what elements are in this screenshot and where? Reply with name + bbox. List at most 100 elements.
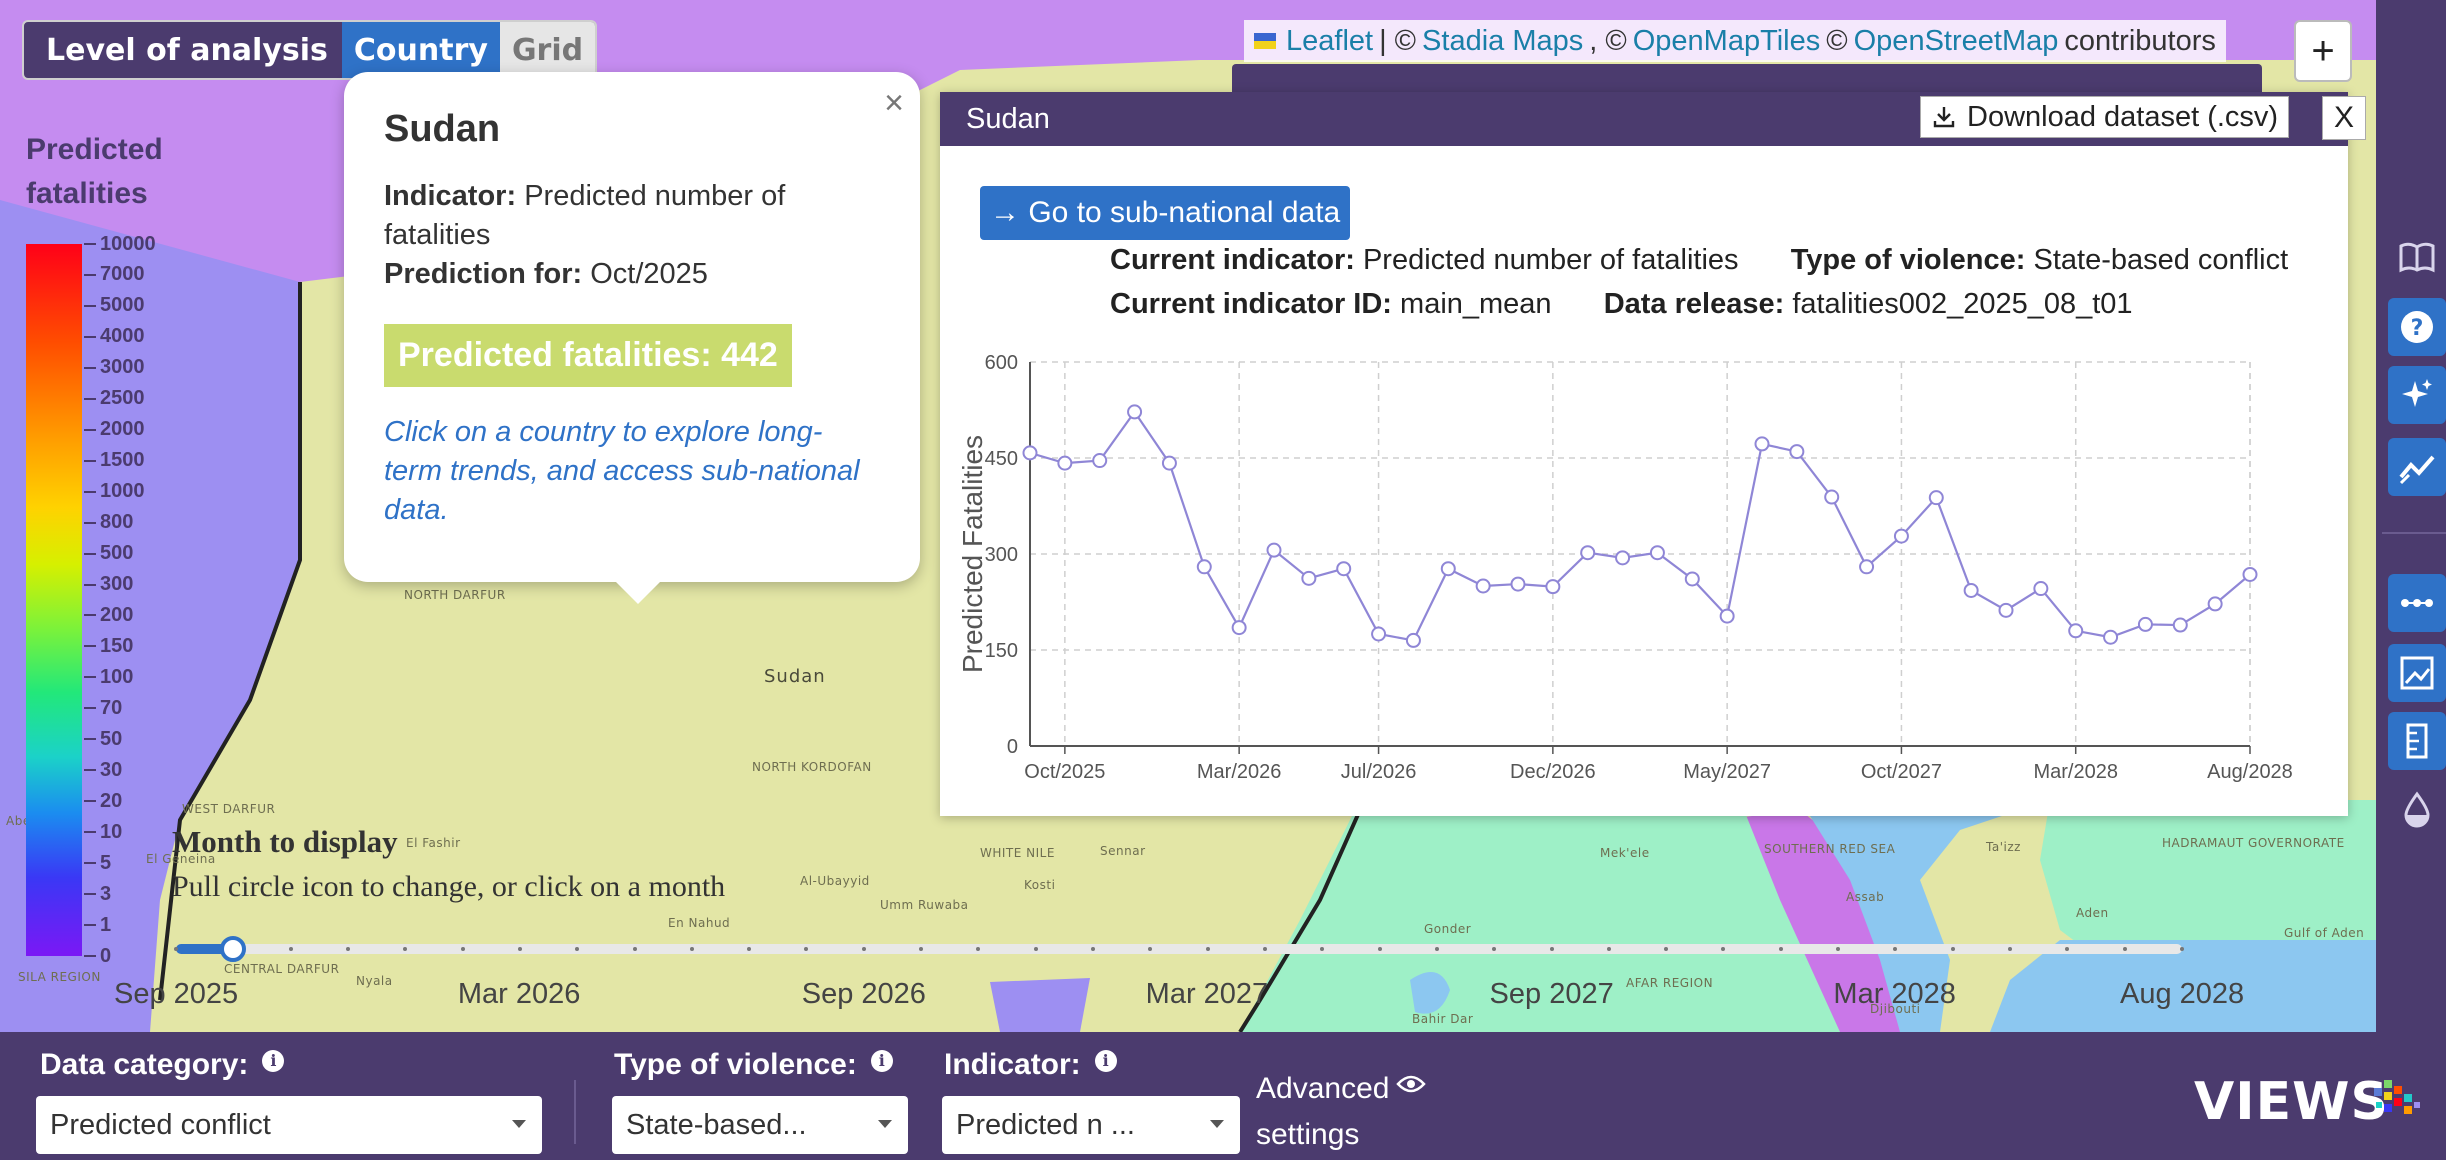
timeline-month-dot[interactable] (1377, 947, 1382, 951)
info-icon[interactable]: i (262, 1050, 285, 1072)
timeline-month-dot[interactable] (2065, 947, 2070, 951)
popup-indicator-row: Indicator: Predicted number of fatalitie… (384, 177, 880, 255)
timeline-month-label[interactable]: Sep 2027 (1489, 978, 1614, 1010)
timeline-month-dot[interactable] (517, 947, 522, 951)
timeline-month-dot[interactable] (345, 947, 350, 951)
timeline-month-label[interactable]: Mar 2027 (1145, 978, 1269, 1010)
legend-tick: 30 (84, 759, 122, 781)
legend-tick: 70 (84, 697, 122, 719)
timeline-month-dot[interactable] (804, 947, 809, 951)
zoom-in-button[interactable]: + (2294, 20, 2352, 82)
ruler-icon[interactable] (2388, 712, 2446, 770)
timeline-month-label[interactable]: Aug 2028 (2120, 978, 2245, 1010)
sparkle-icon[interactable] (2388, 366, 2446, 424)
timeline-month-dot[interactable] (1778, 947, 1783, 951)
legend-tick: 20 (84, 790, 122, 812)
level-grid-button[interactable]: Grid (499, 22, 596, 78)
timeline-month-dot[interactable] (1205, 947, 1210, 951)
indicator-select[interactable]: Predicted n ... (942, 1096, 1240, 1154)
openstreetmap-link[interactable]: OpenStreetMap (1853, 24, 2059, 57)
timeline-track-fill (176, 944, 234, 954)
region-gulf-aden (1990, 940, 2376, 1032)
timeline-month-label[interactable]: Sep 2025 (114, 978, 239, 1010)
timeline-month-label[interactable]: Mar 2026 (457, 978, 581, 1010)
chart-data-point (1859, 559, 1875, 575)
image-chart-icon[interactable] (2388, 644, 2446, 702)
info-icon[interactable]: i (870, 1050, 893, 1072)
timeline-month-label[interactable]: Sep 2026 (801, 978, 926, 1010)
chart-data-point (1510, 576, 1526, 592)
timeline-month-dot[interactable] (976, 947, 981, 951)
timeline-month-dot[interactable] (689, 947, 694, 951)
timeline-month-dot[interactable] (1262, 947, 1267, 951)
timeline-month-dot[interactable] (632, 947, 637, 951)
timeline-month-dot[interactable] (1492, 947, 1497, 951)
map-label-sudan: Sudan (764, 666, 826, 687)
timeline-month-dot[interactable] (174, 947, 178, 951)
timeline-month-dot[interactable] (2122, 947, 2127, 951)
go-to-subnational-button[interactable]: → Go to sub-national data (980, 186, 1351, 240)
popup-close-button[interactable]: × (884, 84, 904, 122)
info-icon[interactable]: i (1094, 1050, 1117, 1072)
chart-x-tick-label: Oct/2027 (1861, 761, 1942, 783)
type-of-violence-select[interactable]: State-based... (612, 1096, 908, 1154)
timeline-month-dot[interactable] (2180, 947, 2184, 951)
help-icon[interactable]: ? (2388, 298, 2446, 356)
download-dataset-button[interactable]: Download dataset (.csv) (1920, 96, 2290, 138)
timeline-month-dot[interactable] (1091, 947, 1096, 951)
chart-y-tick-label: 300 (985, 544, 1018, 566)
violence-label-group: Type of violence: i (614, 1048, 893, 1082)
map-label-abe: Abé (6, 814, 31, 828)
timeline-month-label[interactable]: Mar 2028 (1833, 978, 1956, 1010)
map-label-bahir-dar: Bahir Dar (1412, 1012, 1474, 1026)
timeline-month-dot[interactable] (1950, 947, 1955, 951)
legend-tick: 50 (84, 728, 122, 750)
timeline-month-dot[interactable] (919, 947, 924, 951)
chart-data-point (1998, 602, 2014, 618)
timeline-month-dot[interactable] (1893, 947, 1898, 951)
timeline-month-dot[interactable] (403, 947, 408, 951)
legend-tick: 10 (84, 821, 122, 843)
timeline-month-dot[interactable] (1664, 947, 1669, 951)
right-toolbar: ? (2376, 0, 2446, 1032)
map-label-aden: Aden (2076, 906, 2109, 920)
timeline-month-dot[interactable] (861, 947, 866, 951)
timeline-month-dot[interactable] (1320, 947, 1325, 951)
data-category-select[interactable]: Predicted conflict (36, 1096, 542, 1154)
type-of-violence-label: Type of violence: (1790, 244, 2026, 276)
timeline-month-dot[interactable] (1434, 947, 1439, 951)
trend-chart-icon[interactable] (2388, 438, 2446, 496)
timeline-month-dot[interactable] (288, 947, 293, 951)
legend-tick: 300 (84, 573, 133, 595)
timeline-month-dot[interactable] (1836, 947, 1841, 951)
panel-close-button[interactable]: X (2322, 96, 2366, 140)
timeline-month-dot[interactable] (1549, 947, 1554, 951)
leaflet-link[interactable]: Leaflet (1286, 24, 1374, 57)
timeline-month-dot[interactable] (575, 947, 580, 951)
chart-data-point (1266, 542, 1282, 558)
timeline-track[interactable] (176, 944, 2182, 954)
level-of-analysis-label: Level of analysis (46, 32, 328, 68)
guide-book-icon[interactable] (2388, 228, 2446, 286)
chart-y-tick-label: 600 (985, 352, 1018, 374)
chart-data-point (1475, 578, 1491, 594)
timeline-month-dot[interactable] (460, 947, 465, 951)
timeline-month-dot[interactable] (1721, 947, 1726, 951)
timeline-month-dot[interactable] (747, 947, 752, 951)
timeline-month-dot[interactable] (2008, 947, 2013, 951)
stadia-link[interactable]: Stadia Maps (1422, 24, 1584, 57)
map-label-fashir: El Fashir (406, 836, 461, 850)
timeline-handle[interactable] (220, 936, 247, 962)
level-country-button[interactable]: Country (341, 22, 500, 78)
legend-tick: 4000 (84, 325, 145, 347)
chart-data-point (1301, 570, 1317, 586)
map-label-gonder: Gonder (1424, 922, 1472, 936)
chart-data-point (1405, 632, 1421, 648)
timeline-month-dot[interactable] (1033, 947, 1038, 951)
advanced-settings-toggle[interactable]: Advanced settings (1256, 1066, 1426, 1158)
opacity-drop-icon[interactable] (2388, 780, 2446, 838)
openmaptiles-link[interactable]: OpenMapTiles (1632, 24, 1821, 57)
dotted-line-icon[interactable] (2388, 574, 2446, 632)
timeline-month-dot[interactable] (1148, 947, 1153, 951)
timeline-month-dot[interactable] (1606, 947, 1611, 951)
